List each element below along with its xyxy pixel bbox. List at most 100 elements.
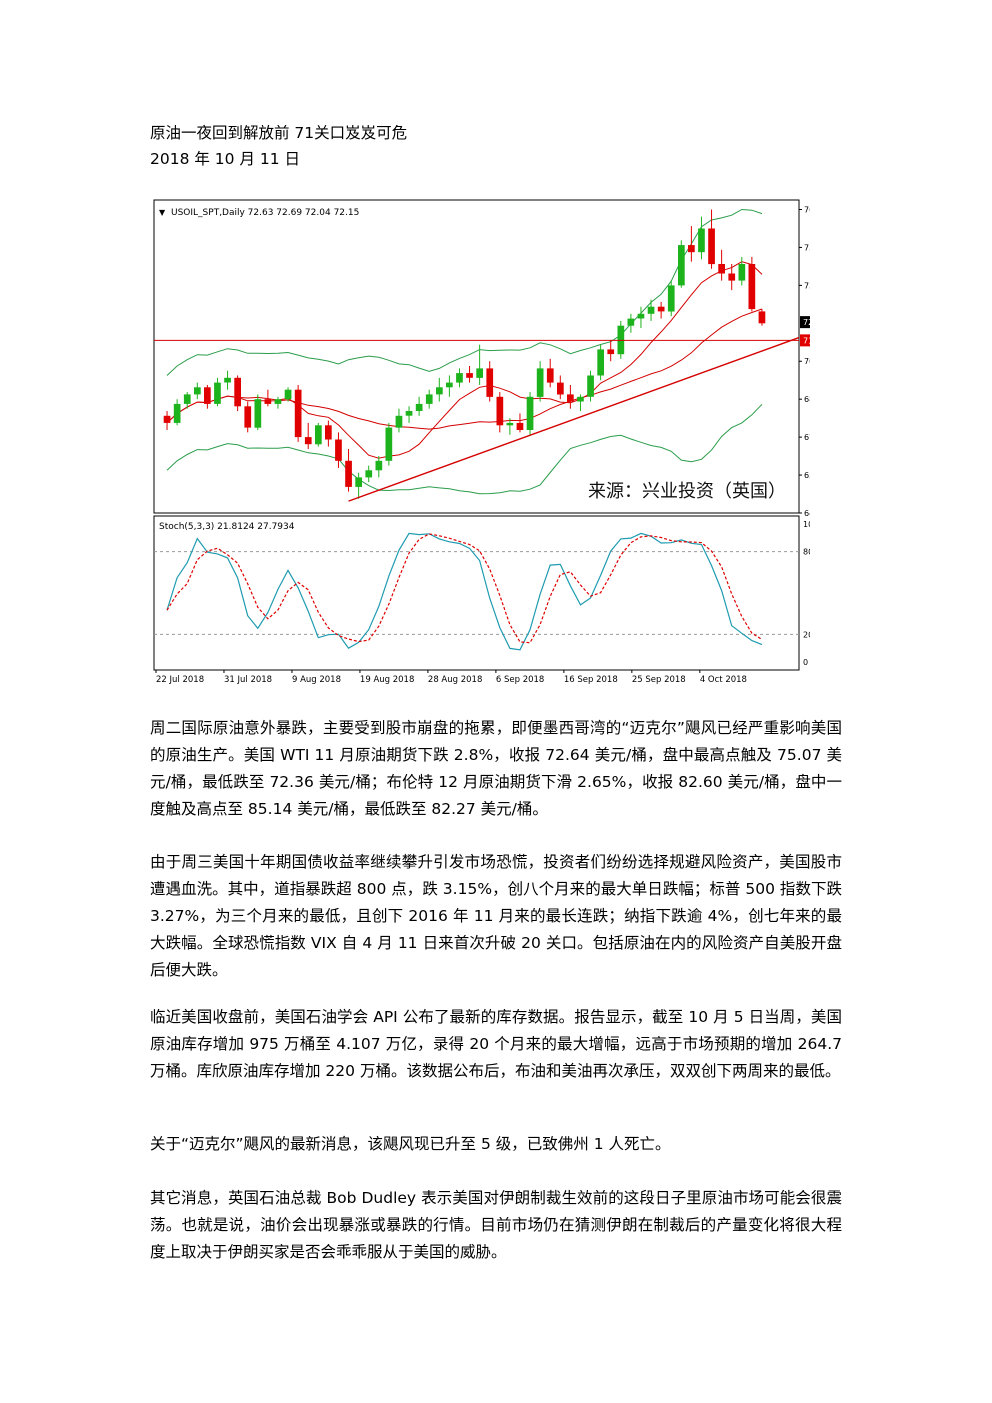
paragraph: 临近美国收盘前，美国石油学会 API 公布了最新的库存数据。报告显示，截至 10… (150, 1008, 842, 1080)
price-tick-label: 73.70 (804, 281, 810, 290)
candle-body (526, 396, 534, 430)
price-tick-label: 72.15 (803, 318, 810, 327)
candle-body (657, 306, 665, 312)
candle-body (183, 394, 191, 404)
chart-header-marker: ▼ (159, 208, 166, 217)
candle-body (667, 285, 675, 312)
candle-body (506, 422, 514, 426)
price-tick-label: 70.50 (804, 357, 810, 366)
oscillator-panel-frame (153, 515, 800, 671)
candle-body (557, 382, 564, 395)
candle-body (476, 368, 483, 378)
candle-body (728, 273, 736, 281)
chart-canvas: 100 80 20 0 76.90 75.30 73.70 72.15 71.38 70.50 6… (153, 199, 810, 685)
candle-body (577, 396, 584, 402)
oscillator-tick-label: 20 (803, 630, 810, 639)
candle-body (466, 373, 473, 378)
date-tick-label: 16 Sep 2018 (564, 675, 618, 685)
stoch-k-line (166, 532, 763, 651)
candle-body (698, 228, 705, 253)
trend-line (348, 336, 800, 502)
candle-body (688, 245, 695, 253)
last-price-tag (800, 316, 810, 329)
paragraph: 关于“迈克尔”飓风的最新消息，该飓风现已升至 5 级，已致佛州 1 人死亡。 (150, 1135, 671, 1153)
lower-band-line (166, 403, 763, 495)
candle-body (708, 228, 715, 265)
candle-body (486, 368, 494, 397)
oscillator-tick-label: 0 (803, 658, 808, 667)
candle-body (678, 245, 685, 286)
price-tick-label: 76.90 (804, 205, 810, 214)
oscillator-tick-label: 80 (803, 548, 810, 557)
date-tick-label: 6 Sep 2018 (496, 675, 544, 685)
candle-body (738, 264, 746, 281)
candle-body (254, 399, 262, 428)
candle-body (415, 403, 423, 411)
oscillator-tick-label: 100 (803, 520, 810, 529)
candle-body (204, 387, 211, 404)
candle-body (758, 311, 766, 324)
date-tick-label: 25 Sep 2018 (632, 675, 686, 685)
candle-body (627, 318, 635, 326)
candle-body (637, 313, 645, 319)
candle-body (536, 368, 544, 397)
candle-body (597, 349, 604, 376)
candle-body (214, 382, 221, 404)
candle-body (748, 264, 756, 310)
candle-body (425, 394, 433, 404)
upper-band-line (166, 208, 763, 376)
price-tick-label: 71.38 (803, 336, 810, 345)
candle-body (325, 425, 332, 440)
candle-body (224, 377, 231, 383)
candle-body (244, 406, 252, 428)
candle-body (365, 470, 373, 478)
moving-average-line (166, 261, 763, 459)
candle-body (274, 399, 282, 404)
candle-body (315, 425, 322, 445)
paragraph: 周二国际原油意外暴跌，主要受到股市崩盘的拖累，即便墨西哥湾的“迈克尔”飓风已经严… (150, 719, 842, 818)
price-tick-label: 75.30 (804, 243, 810, 252)
level-price-tag (800, 334, 810, 347)
candle-body (395, 415, 403, 428)
candle-body (385, 427, 393, 461)
stoch-d-line (166, 533, 763, 644)
date-tick-label: 31 Jul 2018 (224, 675, 272, 685)
chart-header: USOIL_SPT,Daily 72.63 72.69 72.04 72.15 (171, 208, 359, 218)
price-tick-label: 64.10 (804, 509, 810, 518)
candle-body (284, 389, 292, 400)
candle-body (163, 415, 171, 423)
candle-body (567, 394, 574, 402)
date-tick-label: 4 Oct 2018 (700, 675, 747, 685)
candle-body (436, 387, 443, 395)
candle-body (446, 382, 453, 388)
paragraph: 其它消息，英国石油总裁 Bob Dudley 表示美国对伊朗制裁生效前的这段日子… (150, 1189, 842, 1261)
date-tick-label: 9 Aug 2018 (292, 675, 341, 685)
candle-body (234, 377, 241, 407)
candle-body (546, 368, 554, 383)
candle-body (355, 477, 362, 487)
date-tick-label: 28 Aug 2018 (428, 675, 482, 685)
price-tick-label: 65.70 (804, 471, 810, 480)
candle-body (456, 373, 463, 383)
candle-body (304, 437, 312, 445)
candle-body (375, 460, 383, 471)
candle-body (607, 349, 615, 355)
candle-body (294, 389, 302, 438)
document-date: 2018 年 10 月 11 日 (150, 150, 301, 168)
candle-body (194, 387, 201, 395)
candle-body (173, 403, 181, 423)
price-tick-label: 68.90 (804, 395, 810, 404)
candle-body (335, 439, 342, 461)
paragraph: 由于周三美国十年期国债收益率继续攀升引发市场恐慌，投资者们纷纷选择规避风险资产，… (150, 853, 842, 979)
document-title: 原油一夜回到解放前 71关口岌岌可危 (150, 124, 408, 142)
candle-body (264, 399, 272, 404)
price-tick-label: 67.30 (804, 433, 810, 442)
candle-body (647, 306, 655, 314)
price-chart: 100 80 20 0 76.90 75.30 73.70 72.15 71.38 70.50 6… (150, 198, 810, 690)
candle-body (345, 460, 352, 487)
candle-body (496, 396, 504, 426)
source-label: 来源：兴业投资（英国） (588, 481, 786, 502)
candle-body (405, 411, 413, 416)
candle-body (718, 264, 725, 274)
date-tick-label: 22 Jul 2018 (156, 675, 204, 685)
